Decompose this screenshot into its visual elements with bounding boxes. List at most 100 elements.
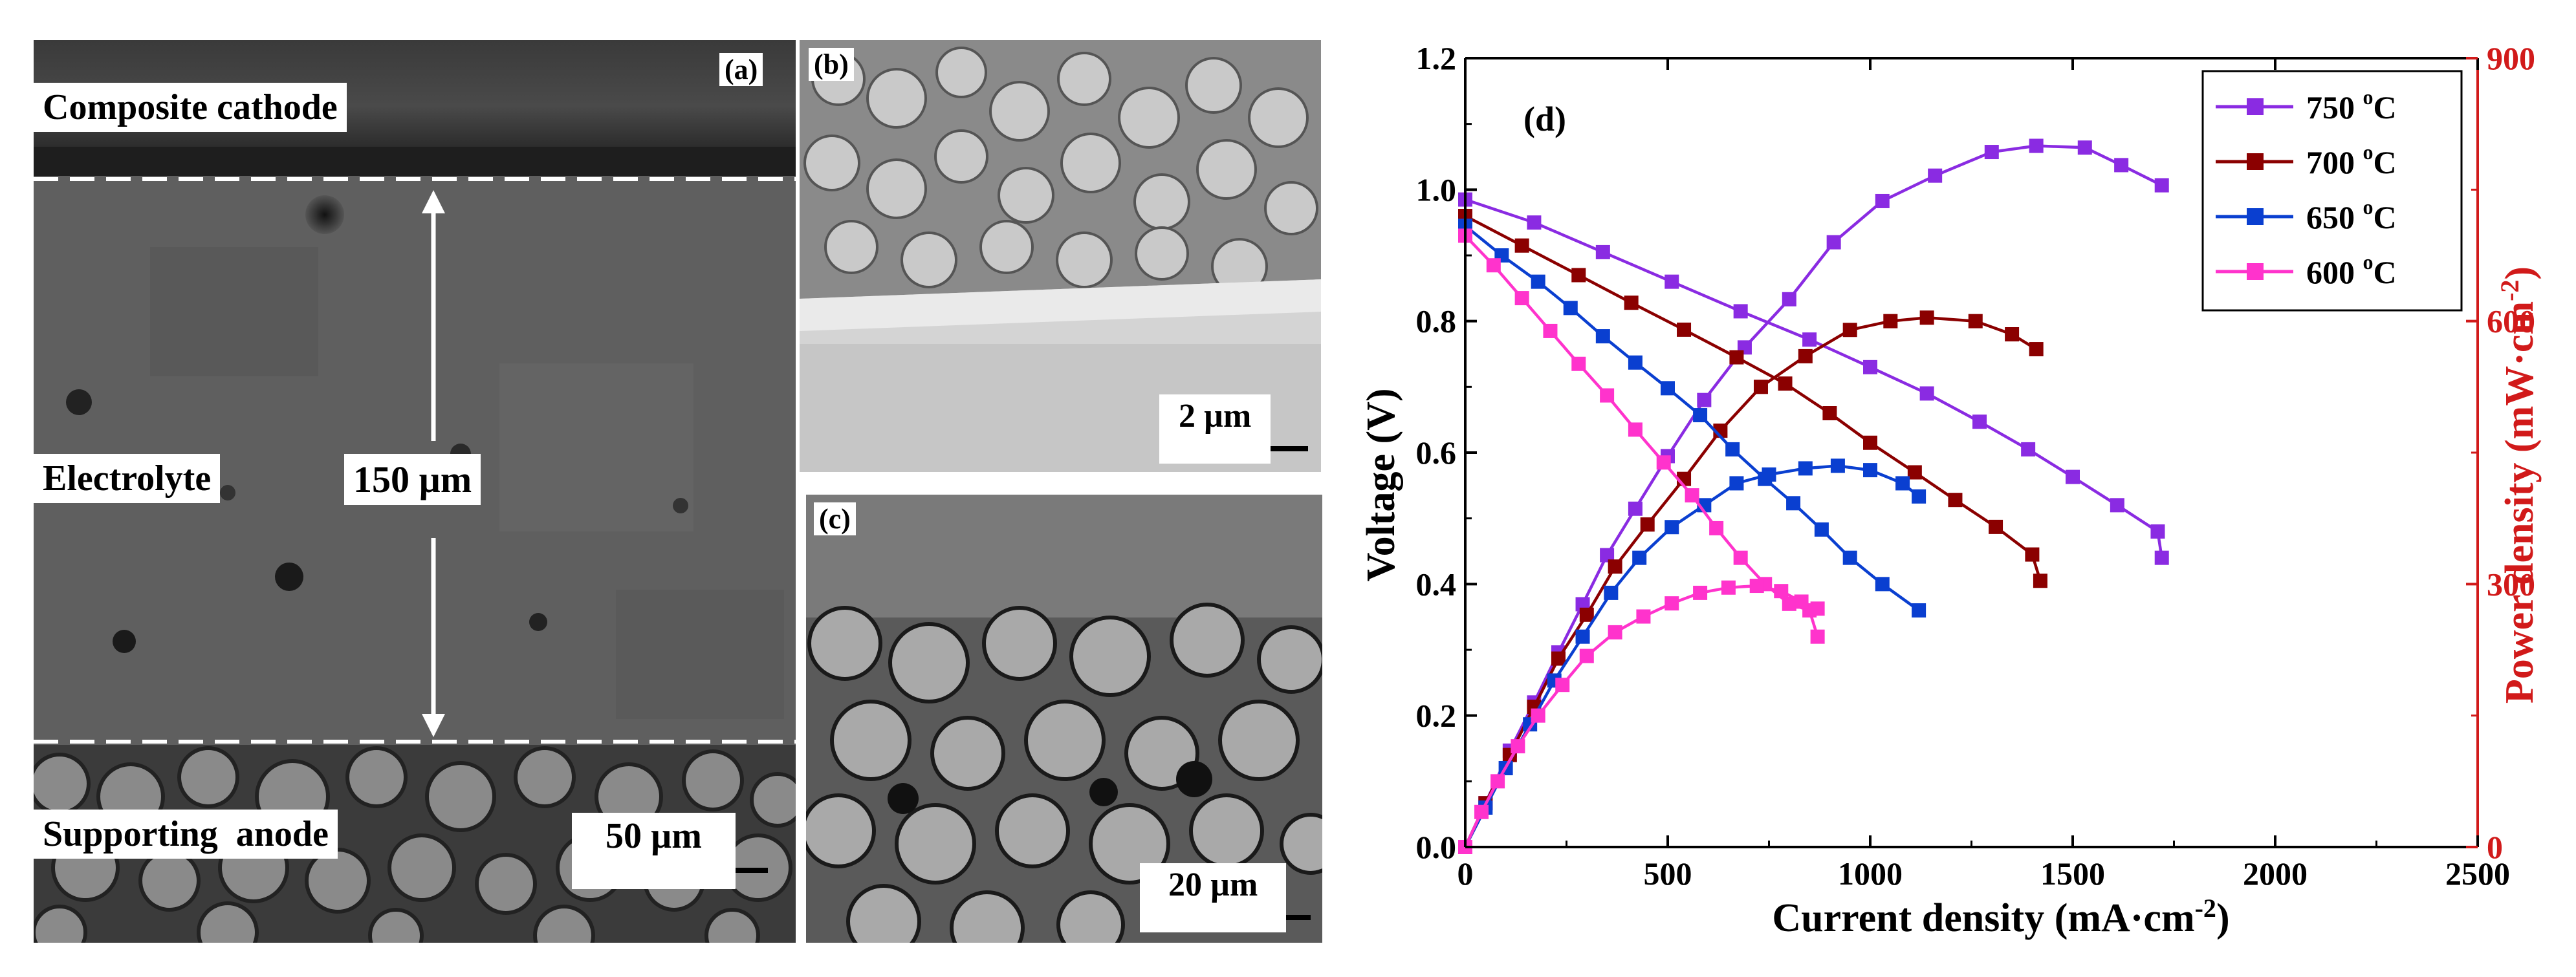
voltage-point-650 bbox=[1563, 301, 1578, 316]
power-point-750 bbox=[2077, 140, 2092, 155]
power-point-750 bbox=[1826, 235, 1841, 250]
power-point-600 bbox=[1810, 601, 1825, 616]
voltage-point-600 bbox=[1543, 323, 1558, 338]
voltage-point-750 bbox=[2150, 524, 2165, 539]
voltage-point-750 bbox=[1972, 414, 1987, 429]
voltage-point-650 bbox=[1628, 355, 1643, 370]
power-line-750 bbox=[1463, 144, 2163, 848]
scale-bar-b-label: 2 µm bbox=[1159, 394, 1271, 464]
power-point-600 bbox=[1636, 609, 1651, 624]
power-point-600 bbox=[1511, 739, 1525, 754]
panel-d-tag: (d) bbox=[1523, 100, 1566, 138]
voltage-point-700 bbox=[1948, 493, 1963, 508]
voltage-line-700 bbox=[1464, 215, 2042, 581]
voltage-point-650 bbox=[1786, 496, 1801, 511]
voltage-point-600 bbox=[1571, 356, 1586, 371]
legend-marker-750 bbox=[2247, 98, 2264, 115]
voltage-point-750 bbox=[1802, 332, 1817, 347]
power-point-750 bbox=[2154, 178, 2169, 193]
power-point-700 bbox=[1968, 314, 1983, 328]
power-point-650 bbox=[1729, 476, 1744, 491]
voltage-point-650 bbox=[1531, 274, 1545, 289]
voltage-point-600 bbox=[1685, 488, 1699, 503]
y-tick-label: 0.8 bbox=[1416, 303, 1457, 339]
legend: 750 oC 700 oC 650 oC 600 oC bbox=[2201, 70, 2463, 312]
voltage-point-700 bbox=[1624, 295, 1639, 310]
legend-label-600: 600 oC bbox=[2306, 250, 2397, 290]
panel-a-tag: (a) bbox=[719, 53, 763, 86]
thickness-label: 150 µm bbox=[344, 454, 481, 505]
legend-label-750: 750 oC bbox=[2306, 85, 2397, 125]
power-point-650 bbox=[1798, 461, 1813, 476]
power-point-750 bbox=[1928, 168, 1943, 183]
voltage-point-650 bbox=[1595, 329, 1610, 344]
power-point-700 bbox=[1640, 517, 1655, 532]
y-tick-label: 0.6 bbox=[1416, 435, 1457, 471]
scale-bar-a-label: 50 µm bbox=[572, 813, 736, 889]
power-point-750 bbox=[1697, 392, 1712, 407]
power-line-700 bbox=[1463, 316, 2037, 848]
power-point-700 bbox=[2029, 342, 2044, 357]
power-point-600 bbox=[1774, 584, 1789, 599]
composite-cathode-label: Composite cathode bbox=[34, 83, 347, 132]
voltage-point-750 bbox=[2154, 550, 2169, 565]
voltage-point-750 bbox=[2066, 469, 2080, 484]
voltage-point-650 bbox=[1912, 603, 1927, 617]
power-point-700 bbox=[1919, 310, 1934, 325]
voltage-point-600 bbox=[1810, 629, 1825, 644]
power-point-700 bbox=[1883, 314, 1898, 328]
voltage-point-650 bbox=[1842, 550, 1857, 565]
x-tick-label: 2000 bbox=[2243, 855, 2308, 892]
x-tick-label: 0 bbox=[1457, 855, 1474, 892]
power-point-650 bbox=[1632, 550, 1647, 565]
sem-cross-section-image bbox=[34, 40, 796, 943]
y2-tick-label: 0 bbox=[2487, 829, 2503, 865]
power-point-700 bbox=[1608, 559, 1622, 574]
power-point-750 bbox=[2029, 138, 2044, 153]
voltage-point-700 bbox=[1514, 238, 1529, 253]
voltage-point-650 bbox=[1725, 442, 1740, 456]
legend-label-650: 650 oC bbox=[2306, 195, 2397, 235]
voltage-point-750 bbox=[1595, 244, 1610, 259]
y2-tick-label: 600 bbox=[2487, 303, 2535, 339]
power-point-600 bbox=[1693, 585, 1708, 600]
panel-c-tag: (c) bbox=[814, 502, 856, 535]
y-tick-label: 0.4 bbox=[1416, 566, 1457, 602]
power-point-650 bbox=[1604, 585, 1619, 600]
legend-marker-700 bbox=[2247, 153, 2264, 170]
voltage-point-650 bbox=[1661, 381, 1675, 396]
y-tick-label: 0.2 bbox=[1416, 698, 1457, 734]
x-axis-label: Current density (mA·cm-2) bbox=[1772, 894, 2229, 940]
voltage-point-600 bbox=[1486, 258, 1501, 273]
power-point-600 bbox=[1665, 596, 1679, 611]
voltage-point-600 bbox=[1709, 521, 1724, 535]
x-tick-label: 1000 bbox=[1838, 855, 1903, 892]
y-tick-label: 1.0 bbox=[1416, 171, 1457, 208]
voltage-point-750 bbox=[1733, 304, 1748, 319]
y-axis-label: Voltage (V) bbox=[1359, 388, 1403, 581]
power-point-650 bbox=[1863, 463, 1877, 478]
legend-marker-600 bbox=[2247, 263, 2264, 280]
y-tick-label: 0.0 bbox=[1416, 829, 1457, 865]
voltage-point-700 bbox=[1677, 322, 1692, 337]
power-point-600 bbox=[1531, 708, 1545, 723]
power-point-600 bbox=[1749, 579, 1764, 594]
power-point-750 bbox=[1600, 548, 1615, 563]
power-point-600 bbox=[1555, 678, 1570, 692]
x-tick-label: 1500 bbox=[2040, 855, 2105, 892]
axes: 0 500 1000 1500 2000 2500 0.0 0.2 0.4 0.6 0.8 1.0 1.… bbox=[1416, 40, 2536, 892]
power-line-600 bbox=[1463, 584, 1818, 848]
power-point-750 bbox=[1628, 501, 1643, 516]
chart-panel-d: (d) 0 500 1000 1500 2000 2500 0.0 0.2 0.4 0.6 0.8 1… bbox=[1349, 26, 2565, 957]
y-tick-label: 1.2 bbox=[1416, 40, 1457, 76]
voltage-point-750 bbox=[1665, 274, 1679, 289]
power-point-700 bbox=[1551, 651, 1566, 666]
power-point-750 bbox=[2114, 158, 2129, 173]
scale-bar-c-label: 20 µm bbox=[1140, 863, 1287, 932]
power-line-650 bbox=[1463, 464, 1920, 848]
power-point-600 bbox=[1608, 625, 1622, 639]
y2-tick-label: 900 bbox=[2487, 40, 2535, 76]
electrolyte-label: Electrolyte bbox=[34, 454, 221, 503]
power-point-600 bbox=[1490, 774, 1505, 789]
power-point-600 bbox=[1721, 580, 1736, 595]
